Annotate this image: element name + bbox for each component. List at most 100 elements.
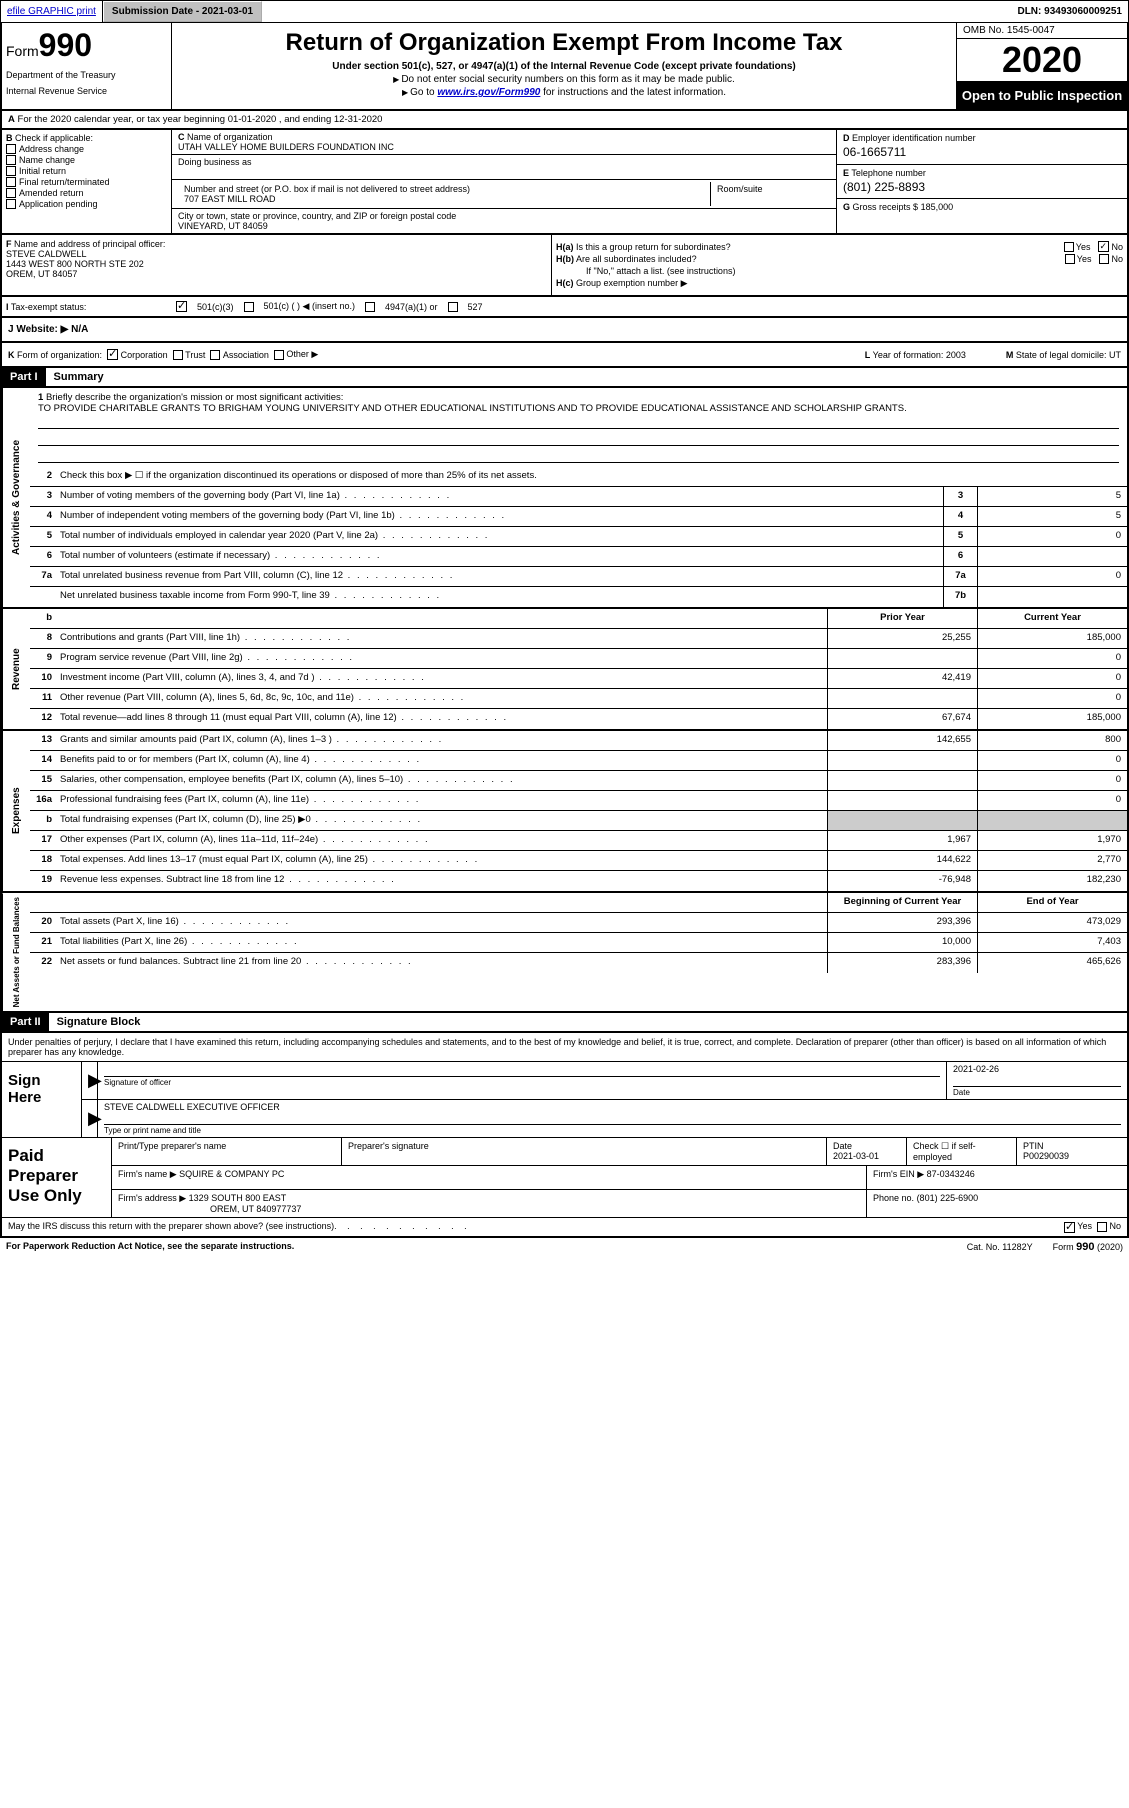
data-line: 14Benefits paid to or for members (Part … (30, 751, 1127, 771)
expenses-section: Expenses 13Grants and similar amounts pa… (0, 731, 1129, 893)
side-label-gov: Activities & Governance (2, 388, 30, 607)
sig-date: 2021-02-26 (953, 1064, 999, 1074)
addr-change-checkbox[interactable] (6, 144, 16, 154)
dept-treasury: Department of the Treasury (6, 70, 167, 80)
goto-note: Go to www.irs.gov/Form990 for instructio… (182, 87, 946, 98)
mission-text: TO PROVIDE CHARITABLE GRANTS TO BRIGHAM … (38, 403, 907, 414)
527-checkbox[interactable] (448, 302, 458, 312)
data-line: 18Total expenses. Add lines 13–17 (must … (30, 851, 1127, 871)
form-title: Return of Organization Exempt From Incom… (182, 29, 946, 57)
self-employed-check[interactable]: Check ☐ if self-employed (907, 1138, 1017, 1165)
officer-addr2: OREM, UT 84057 (6, 269, 77, 279)
year-formation: 2003 (946, 350, 966, 360)
ptin: P00290039 (1023, 1151, 1069, 1161)
data-line: 9Program service revenue (Part VIII, lin… (30, 649, 1127, 669)
end-year-header: End of Year (977, 893, 1127, 912)
data-line: 10Investment income (Part VIII, column (… (30, 669, 1127, 689)
beginning-year-header: Beginning of Current Year (827, 893, 977, 912)
corp-checkbox[interactable]: ✓ (107, 349, 118, 360)
prep-date: 2021-03-01 (833, 1151, 879, 1161)
website-row: J Website: ▶ N/A (0, 318, 1129, 343)
officer-addr1: 1443 WEST 800 NORTH STE 202 (6, 259, 144, 269)
firm-ein: 87-0343246 (927, 1169, 975, 1179)
cat-no: Cat. No. 11282Y (967, 1242, 1033, 1252)
side-label-rev: Revenue (2, 609, 30, 729)
gov-line: 7aTotal unrelated business revenue from … (30, 567, 1127, 587)
data-line: 13Grants and similar amounts paid (Part … (30, 731, 1127, 751)
discuss-question: May the IRS discuss this return with the… (8, 1221, 334, 1232)
paid-preparer-label: Paid Preparer Use Only (2, 1138, 112, 1217)
officer-group-block: F Name and address of principal officer:… (0, 235, 1129, 297)
street-address: 707 EAST MILL ROAD (184, 194, 276, 204)
amended-checkbox[interactable] (6, 188, 16, 198)
discuss-yes-checkbox[interactable]: ✓ (1064, 1222, 1075, 1233)
top-bar: efile GRAPHIC print Submission Date - 20… (0, 0, 1129, 23)
assoc-checkbox[interactable] (210, 350, 220, 360)
trust-checkbox[interactable] (173, 350, 183, 360)
data-line: 17Other expenses (Part IX, column (A), l… (30, 831, 1127, 851)
tax-year: 2020 (957, 39, 1127, 82)
activities-governance-section: Activities & Governance 1 Briefly descri… (0, 388, 1129, 609)
gov-line: 3Number of voting members of the governi… (30, 487, 1127, 507)
ein: 06-1665711 (843, 145, 1121, 159)
data-line: 12Total revenue—add lines 8 through 11 (… (30, 709, 1127, 729)
4947-checkbox[interactable] (365, 302, 375, 312)
firm-phone: (801) 225-6900 (917, 1193, 979, 1203)
gov-line: 6Total number of volunteers (estimate if… (30, 547, 1127, 567)
efile-label: efile GRAPHIC print (1, 1, 103, 22)
net-assets-section: Net Assets or Fund Balances Beginning of… (0, 893, 1129, 1013)
501c3-checkbox[interactable]: ✓ (176, 301, 187, 312)
line2-text: Check this box ▶ ☐ if the organization d… (56, 467, 1127, 486)
hb-note: If "No," attach a list. (see instruction… (586, 266, 1123, 276)
form-subtitle: Under section 501(c), 527, or 4947(a)(1)… (182, 61, 946, 72)
gov-line: 5Total number of individuals employed in… (30, 527, 1127, 547)
sign-here-label: Sign Here (2, 1062, 82, 1137)
501c-checkbox[interactable] (244, 302, 254, 312)
city-state-zip: VINEYARD, UT 84059 (178, 221, 268, 231)
name-address-block: B Check if applicable: Address change Na… (0, 130, 1129, 235)
gov-line: 4Number of independent voting members of… (30, 507, 1127, 527)
form-header: Form990 Department of the Treasury Inter… (0, 23, 1129, 111)
gov-line: Net unrelated business taxable income fr… (30, 587, 1127, 607)
firm-name: SQUIRE & COMPANY PC (179, 1169, 284, 1179)
ha-yes-checkbox[interactable] (1064, 242, 1074, 252)
efile-link[interactable]: efile GRAPHIC print (7, 6, 96, 17)
dba-row: Doing business as (172, 155, 836, 180)
checkbox-column-b: B Check if applicable: Address change Na… (2, 130, 172, 233)
jurat-text: Under penalties of perjury, I declare th… (2, 1033, 1127, 1061)
name-change-checkbox[interactable] (6, 155, 16, 165)
app-pending-checkbox[interactable] (6, 199, 16, 209)
data-line: 8Contributions and grants (Part VIII, li… (30, 629, 1127, 649)
discuss-no-checkbox[interactable] (1097, 1222, 1107, 1232)
room-suite: Room/suite (710, 182, 830, 206)
ssn-note: Do not enter social security numbers on … (182, 74, 946, 85)
page-footer: For Paperwork Reduction Act Notice, see … (0, 1238, 1129, 1256)
part2-header: Part II Signature Block (0, 1013, 1129, 1033)
omb-number: OMB No. 1545-0047 (957, 23, 1127, 39)
data-line: 20Total assets (Part X, line 16)293,3964… (30, 913, 1127, 933)
website-value: N/A (71, 324, 88, 335)
ha-no-checkbox[interactable]: ✓ (1098, 241, 1109, 252)
prior-year-header: Prior Year (827, 609, 977, 628)
initial-return-checkbox[interactable] (6, 166, 16, 176)
firm-addr1: 1329 SOUTH 800 EAST (189, 1193, 287, 1203)
part1-header: Part I Summary (0, 368, 1129, 388)
phone: (801) 225-8893 (843, 180, 1121, 194)
submission-date-button[interactable]: Submission Date - 2021-03-01 (103, 1, 262, 22)
data-line: 21Total liabilities (Part X, line 26)10,… (30, 933, 1127, 953)
other-checkbox[interactable] (274, 350, 284, 360)
line-a: A For the 2020 calendar year, or tax yea… (0, 111, 1129, 130)
side-label-exp: Expenses (2, 731, 30, 891)
dln-label: DLN: 93493060009251 (1011, 1, 1128, 22)
dept-irs: Internal Revenue Service (6, 86, 167, 96)
tax-exempt-row: I Tax-exempt status: ✓501(c)(3) 501(c) (… (0, 297, 1129, 318)
legal-domicile: UT (1109, 350, 1121, 360)
data-line: 16aProfessional fundraising fees (Part I… (30, 791, 1127, 811)
gross-receipts: 185,000 (921, 202, 954, 212)
open-inspection: Open to Public Inspection (957, 82, 1127, 109)
hb-yes-checkbox[interactable] (1065, 254, 1075, 264)
hb-no-checkbox[interactable] (1099, 254, 1109, 264)
final-return-checkbox[interactable] (6, 177, 16, 187)
org-name: UTAH VALLEY HOME BUILDERS FOUNDATION INC (178, 142, 394, 152)
irs-link[interactable]: www.irs.gov/Form990 (437, 87, 540, 98)
